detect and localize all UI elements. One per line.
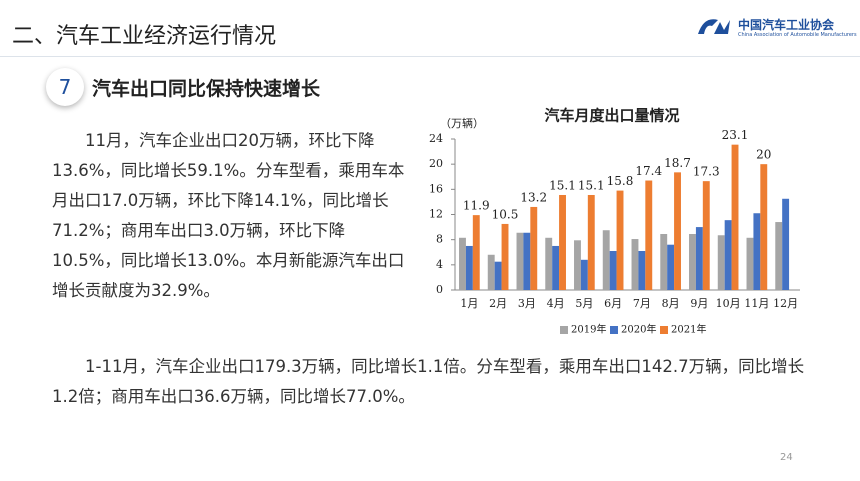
bar (702, 181, 710, 290)
bar (731, 144, 739, 290)
bar (501, 223, 509, 290)
y-tick-label: 20 (429, 157, 443, 170)
logo-mark (698, 19, 730, 34)
bar (523, 232, 531, 290)
bar (559, 194, 566, 290)
x-tick-label: 7月 (633, 297, 651, 310)
bar (516, 232, 524, 290)
header-rule (0, 56, 860, 57)
bar (609, 250, 617, 290)
legend-swatch (660, 326, 668, 334)
bar (782, 198, 790, 290)
data-label: 10.5 (492, 207, 519, 221)
bar (645, 180, 653, 290)
data-label: 23.1 (722, 128, 749, 142)
bar (574, 240, 581, 290)
y-axis-label: （万辆） (440, 116, 484, 130)
y-tick-label: 24 (429, 132, 443, 145)
data-label: 17.3 (693, 165, 720, 179)
legend-swatch (560, 326, 568, 334)
section-number: 7 (46, 68, 84, 106)
x-tick-label: 5月 (575, 297, 593, 310)
x-tick-label: 4月 (547, 297, 565, 310)
data-label: 15.1 (578, 178, 605, 192)
x-tick-label: 9月 (690, 297, 708, 310)
legend-label: 2020年 (621, 323, 656, 336)
header-title: 二、汽车工业经济运行情况 (12, 24, 277, 49)
bar (753, 213, 761, 290)
data-label: 11.9 (463, 199, 490, 213)
bar (472, 215, 480, 290)
x-tick-label: 3月 (518, 297, 536, 310)
data-label: 15.1 (549, 178, 576, 192)
bar (587, 194, 595, 290)
bar (775, 222, 783, 290)
bar (638, 250, 646, 290)
bar (674, 172, 681, 290)
data-label: 17.4 (635, 164, 662, 178)
x-tick-label: 2月 (489, 297, 507, 310)
bar (545, 237, 553, 290)
y-tick-label: 12 (429, 208, 443, 221)
bar (724, 220, 732, 290)
data-label: 20 (756, 148, 771, 162)
bar (530, 206, 538, 290)
x-tick-label: 10月 (716, 297, 741, 310)
bar (552, 245, 560, 290)
org-name: 中国汽车工业协会 (738, 18, 835, 32)
bar (695, 227, 703, 290)
x-tick-label: 12月 (773, 297, 798, 310)
bar (459, 237, 466, 290)
data-label: 18.7 (664, 156, 691, 170)
bar (631, 239, 639, 290)
x-tick-label: 8月 (662, 297, 680, 310)
x-tick-label: 6月 (604, 297, 622, 310)
bar (660, 234, 668, 290)
bar (667, 244, 675, 290)
legend-label: 2019年 (571, 323, 606, 336)
y-tick-label: 16 (429, 182, 443, 195)
data-label: 15.8 (607, 174, 634, 188)
chart-title: 汽车月度出口量情况 (544, 107, 679, 125)
org-name-en: China Association of Automobile Manufact… (738, 32, 857, 38)
bar (465, 245, 473, 290)
bar (494, 261, 502, 290)
bar (487, 254, 495, 290)
bar (760, 164, 768, 290)
data-label: 13.2 (520, 190, 547, 204)
legend-label: 2021年 (671, 323, 706, 336)
paragraph: 1-11月，汽车企业出口179.3万辆，同比增长1.1倍。分车型看，乘用车出口1… (52, 357, 805, 406)
legend-swatch (610, 326, 618, 334)
y-tick-label: 4 (436, 258, 443, 271)
section-title: 汽车出口同比保持快速增长 (92, 78, 321, 100)
bar (616, 190, 624, 290)
y-tick-label: 0 (436, 283, 443, 296)
paragraph: 11月，汽车企业出口20万辆，环比下降13.6%，同比增长59.1%。分车型看，… (52, 131, 405, 300)
bar (580, 259, 588, 290)
bar (602, 230, 610, 290)
bar (689, 234, 696, 290)
bar (746, 237, 754, 290)
bar (717, 235, 725, 290)
x-tick-label: 1月 (460, 297, 478, 310)
y-tick-label: 8 (436, 233, 443, 246)
page-number: 24 (780, 452, 793, 463)
x-tick-label: 11月 (744, 297, 769, 310)
